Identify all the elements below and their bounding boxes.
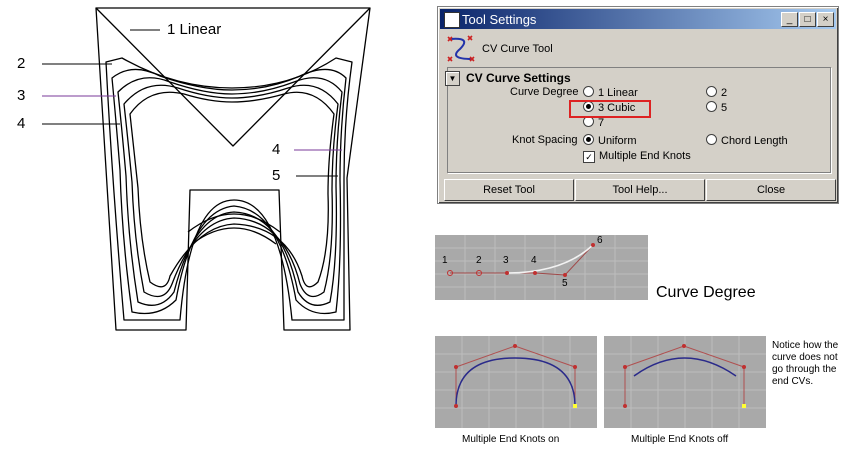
collapse-triangle-icon[interactable]: ▼ [445,71,460,86]
cv-label-4: 4 [531,255,537,266]
end-knots-on-diagram [435,336,597,428]
label-3: 3 [17,87,26,104]
reset-tool-button[interactable]: Reset Tool [444,179,574,201]
degree-option-5[interactable]: 5 [706,101,727,114]
degree-option-3-cubic[interactable]: 3 Cubic [583,101,635,114]
app-icon [444,12,460,28]
degree-option-1-linear[interactable]: 1 Linear [583,86,638,99]
title-bar[interactable]: Tool Settings _ □ × [440,9,836,29]
section-header[interactable]: ▼ CV Curve Settings [445,71,571,86]
knot-spacing-label: Knot Spacing [512,134,578,146]
minimize-button[interactable]: _ [781,12,798,27]
radio-selected-icon [583,134,594,145]
end-knots-off-caption: Multiple End Knots off [631,434,729,445]
radio-icon [583,86,594,97]
label-5: 5 [272,167,281,184]
tool-header: CV Curve Tool [446,35,646,63]
end-knots-off-diagram [604,336,766,428]
degree-option-2[interactable]: 2 [706,86,727,99]
knot-option-uniform[interactable]: Uniform [583,134,637,147]
end-knots-off-viewport [604,336,766,428]
cv-label-3: 3 [503,255,509,266]
end-knots-on-caption: Multiple End Knots on [462,434,560,445]
curve-degree-viewport: 1 2 3 4 5 6 [435,235,648,300]
cv-label-2: 2 [476,255,482,266]
label-2: 2 [17,55,26,72]
close-button[interactable]: Close [706,179,836,201]
section-title: CV Curve Settings [466,71,571,85]
cv-label-1: 1 [442,255,448,266]
close-window-button[interactable]: × [817,12,834,27]
curve-degree-diagram [435,235,648,300]
window-title: Tool Settings [462,12,537,27]
tool-name: CV Curve Tool [482,43,553,55]
cubic-highlight-box [569,100,651,118]
cv-label-6: 6 [597,235,603,246]
radio-icon [706,86,717,97]
radio-icon [706,134,717,145]
radio-icon [706,101,717,112]
curve-degree-caption: Curve Degree [656,284,756,301]
curve-degree-5 [123,84,339,298]
curve-degree-label: Curve Degree [510,86,579,98]
label-4-right: 4 [272,141,281,158]
curve-degree-2 [105,57,353,321]
end-cvs-note: Notice how the curve does not go through… [772,340,839,387]
label-4-left: 4 [17,115,26,132]
cv-curve-tool-icon [447,35,475,62]
knot-option-chord-length[interactable]: Chord Length [706,134,788,147]
curve-degree-4 [117,77,343,306]
settings-group [447,67,831,173]
label-1-linear: 1 Linear [167,21,222,38]
tool-settings-window: Tool Settings _ □ × CV Curve Tool ▼ CV C… [437,6,839,204]
cv-label-5: 5 [562,278,568,289]
maximize-button[interactable]: □ [799,12,816,27]
end-knots-on-viewport [435,336,597,428]
checkmark-icon: ✓ [583,151,595,163]
multiple-end-knots-checkbox[interactable]: ✓ Multiple End Knots [583,150,691,163]
curve-degree-3 [111,68,347,315]
tool-help-button[interactable]: Tool Help... [575,179,705,201]
degree-curves-figure [42,7,371,331]
